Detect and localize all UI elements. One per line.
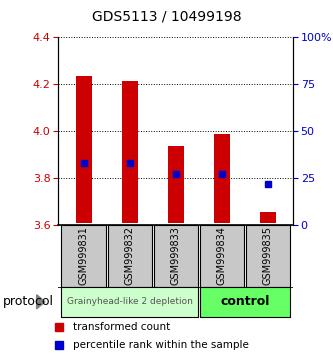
Text: percentile rank within the sample: percentile rank within the sample [73,340,249,350]
Bar [246,225,290,287]
Bar [76,76,92,223]
Text: GSM999831: GSM999831 [79,226,89,285]
Text: GDS5113 / 10499198: GDS5113 / 10499198 [92,9,241,23]
Text: GSM999834: GSM999834 [217,226,227,285]
Text: protocol: protocol [3,295,54,308]
Text: GSM999832: GSM999832 [125,226,135,285]
Bar [62,287,198,317]
Bar [154,225,198,287]
Bar [167,146,184,223]
Text: transformed count: transformed count [73,322,170,332]
Text: GSM999835: GSM999835 [263,226,273,285]
Polygon shape [37,295,45,309]
Bar [214,135,230,223]
Bar [199,225,244,287]
Text: Grainyhead-like 2 depletion: Grainyhead-like 2 depletion [67,297,192,306]
Bar [199,287,290,317]
Text: GSM999833: GSM999833 [170,226,181,285]
Text: control: control [220,295,269,308]
Bar [260,212,276,223]
Bar [108,225,152,287]
Bar [62,225,106,287]
Bar [122,81,138,223]
